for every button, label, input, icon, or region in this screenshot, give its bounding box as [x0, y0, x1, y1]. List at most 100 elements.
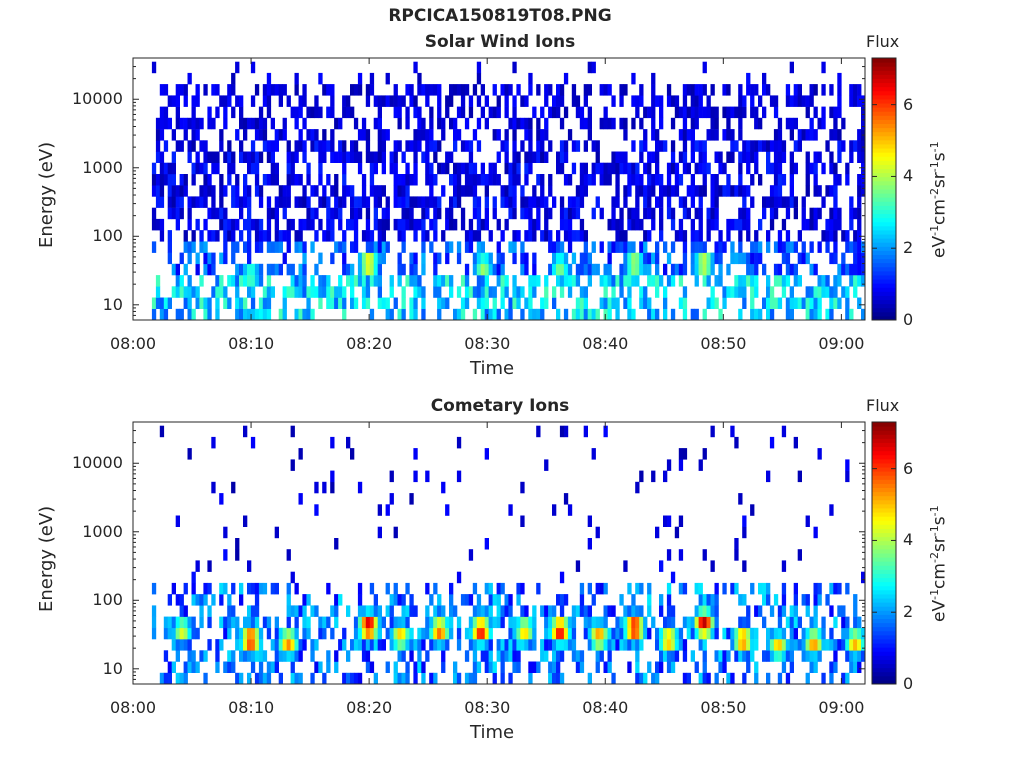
heatmap-cell: [508, 308, 513, 321]
heatmap-cell: [258, 117, 264, 130]
heatmap-cell: [227, 95, 232, 107]
heatmap-cell: [326, 582, 331, 595]
heatmap-cell: [223, 297, 228, 309]
heatmap-cell: [754, 241, 759, 253]
heatmap-cell: [702, 661, 707, 673]
heatmap-cell: [456, 196, 462, 208]
heatmap-cell: [239, 275, 244, 287]
heatmap-cell: [369, 84, 375, 96]
heatmap-cell: [310, 185, 315, 197]
heatmap-cell: [563, 425, 569, 438]
heatmap-cell: [833, 275, 838, 287]
heatmap-cell: [813, 594, 818, 606]
heatmap-cell: [754, 286, 759, 298]
heatmap-cell: [849, 308, 854, 321]
y-tick-label: 10000: [72, 453, 123, 473]
heatmap-cell: [789, 650, 794, 662]
heatmap-cell: [361, 605, 367, 617]
heatmap-cell: [330, 84, 335, 96]
heatmap-cell: [587, 129, 592, 141]
heatmap-cell: [377, 117, 382, 130]
heatmap-cell: [254, 185, 260, 197]
heatmap-cell: [389, 639, 394, 651]
heatmap-cell: [266, 218, 272, 231]
heatmap-cell: [274, 230, 279, 242]
heatmap-cell: [702, 140, 707, 152]
x-tick-label: 08:10: [228, 698, 275, 717]
heatmap-cell: [409, 275, 414, 287]
heatmap-cell: [746, 84, 751, 96]
heatmap-cell: [298, 650, 303, 662]
heatmap-cell: [853, 263, 858, 276]
heatmap-cell: [516, 661, 521, 673]
heatmap-cell: [377, 605, 382, 617]
heatmap-cell: [250, 263, 256, 276]
heatmap-cell: [627, 661, 632, 673]
heatmap-cell: [714, 218, 719, 231]
colorbar-segment: [872, 577, 896, 583]
heatmap-cell: [274, 218, 279, 231]
heatmap-cell: [809, 627, 814, 640]
heatmap-cell: [532, 151, 537, 163]
heatmap-cell: [199, 185, 204, 197]
heatmap-cell: [563, 140, 569, 152]
heatmap-cell: [805, 594, 810, 606]
heatmap-cell: [496, 252, 501, 265]
heatmap-cell: [524, 230, 529, 242]
heatmap-cell: [857, 639, 862, 651]
heatmap-cell: [726, 129, 731, 141]
heatmap-cell: [579, 196, 585, 208]
heatmap-cell: [350, 286, 355, 298]
heatmap-cell: [544, 650, 549, 662]
heatmap-cell: [559, 95, 565, 107]
heatmap-cell: [294, 650, 299, 662]
heatmap-cell: [330, 207, 335, 220]
heatmap-cell: [666, 95, 672, 107]
heatmap-cell: [627, 218, 632, 231]
heatmap-cell: [397, 308, 402, 321]
heatmap-cell: [734, 218, 739, 231]
heatmap-cell: [219, 196, 224, 208]
heatmap-cell: [813, 582, 818, 595]
heatmap-cell: [282, 230, 287, 242]
heatmap-cell: [706, 252, 711, 265]
heatmap-cell: [243, 218, 248, 231]
heatmap-cell: [556, 252, 561, 265]
heatmap-cell: [623, 185, 628, 197]
heatmap-cell: [841, 263, 846, 276]
heatmap-cell: [532, 661, 537, 673]
heatmap-cell: [746, 185, 751, 197]
heatmap-cell: [326, 661, 331, 673]
heatmap-cell: [559, 117, 565, 130]
heatmap-cell: [627, 582, 632, 595]
heatmap-cell: [369, 639, 375, 651]
heatmap-cell: [706, 129, 711, 141]
heatmap-cell: [837, 263, 842, 276]
heatmap-cell: [211, 117, 216, 130]
heatmap-cell: [476, 72, 482, 85]
heatmap-cell: [766, 140, 771, 152]
heatmap-cell: [591, 241, 596, 253]
heatmap-cell: [484, 207, 489, 220]
heatmap-cell: [306, 627, 311, 640]
heatmap-cell: [536, 129, 541, 141]
heatmap-cell: [342, 286, 347, 298]
heatmap-cell: [171, 582, 176, 595]
heatmap-cell: [258, 650, 264, 662]
heatmap-cell: [381, 616, 386, 629]
heatmap-cell: [155, 297, 161, 309]
colorbar-segment: [872, 78, 896, 84]
heatmap-cell: [500, 650, 505, 662]
heatmap-cell: [389, 594, 394, 606]
heatmap-cell: [857, 627, 862, 640]
heatmap-cell: [488, 106, 493, 119]
heatmap-cell: [334, 207, 339, 220]
heatmap-cell: [484, 297, 489, 309]
heatmap-cell: [781, 140, 787, 152]
heatmap-cell: [274, 661, 279, 673]
heatmap-cell: [167, 174, 172, 186]
heatmap-cell: [456, 639, 462, 651]
heatmap-cell: [678, 627, 684, 640]
heatmap-cell: [599, 162, 604, 175]
heatmap-cell: [571, 230, 577, 242]
